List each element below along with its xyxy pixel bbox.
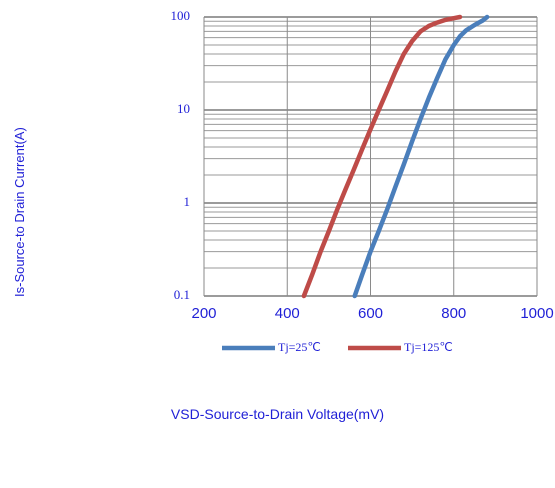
y-tick-label: 0.1 bbox=[174, 287, 190, 302]
x-tick-label: 600 bbox=[358, 305, 383, 322]
legend-label-2: Tj=125℃ bbox=[404, 340, 453, 354]
x-axis-label: VSD-Source-to-Drain Voltage(mV) bbox=[170, 406, 385, 422]
x-tick-label: 400 bbox=[275, 305, 300, 322]
y-tick-label: 100 bbox=[171, 8, 191, 23]
y-tick-label: 1 bbox=[184, 194, 191, 209]
y-tick-label: 10 bbox=[177, 101, 190, 116]
x-tick-label: 800 bbox=[441, 305, 466, 322]
y-axis-label: Is-Source-to Drain Current(A) bbox=[12, 127, 27, 297]
legend-label-1: Tj=25℃ bbox=[278, 340, 321, 354]
x-tick-label: 1000 bbox=[520, 305, 553, 322]
series-line-2 bbox=[301, 14, 463, 299]
series-line-1 bbox=[352, 14, 490, 299]
x-tick-label: 200 bbox=[191, 305, 216, 322]
